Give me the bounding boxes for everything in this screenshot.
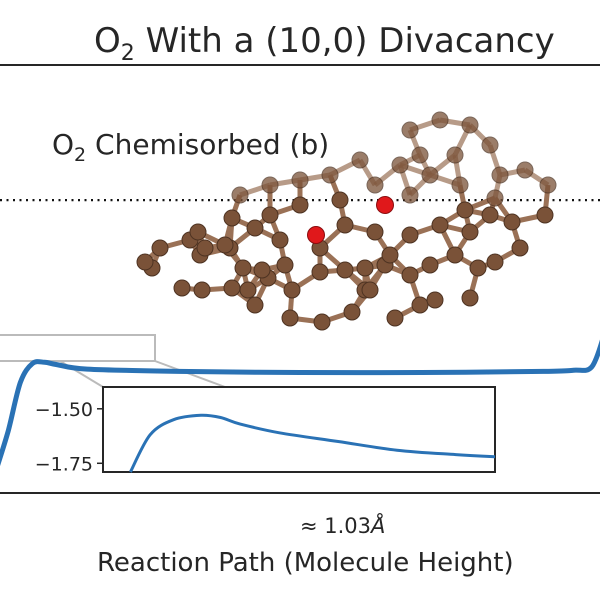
carbon-atom	[431, 111, 449, 129]
carbon-atom	[366, 223, 384, 241]
carbon-atom	[331, 191, 349, 209]
carbon-atom	[321, 166, 339, 184]
carbon-atom	[511, 239, 529, 257]
carbon-atom	[261, 206, 279, 224]
carbon-atom	[539, 176, 557, 194]
carbon-atom	[469, 259, 487, 277]
carbon-atom	[311, 263, 329, 281]
carbon-atom	[426, 291, 444, 309]
carbon-atom	[189, 223, 207, 241]
carbon-atom	[381, 246, 399, 264]
x-axis-label: Reaction Path (Molecule Height)	[97, 548, 514, 578]
carbon-atom	[151, 239, 169, 257]
carbon-atom	[193, 281, 211, 299]
carbon-atom	[446, 146, 464, 164]
carbon-atom	[401, 121, 419, 139]
carbon-atom	[276, 256, 294, 274]
carbon-atom	[291, 171, 309, 189]
carbon-atom	[261, 176, 279, 194]
oxygen-atom	[376, 196, 394, 214]
inset-y-ticks: −1.50 −1.75	[35, 399, 103, 475]
carbon-atom	[361, 281, 379, 299]
carbon-atom	[336, 216, 354, 234]
carbon-atom	[313, 313, 331, 331]
carbon-atom	[234, 259, 252, 277]
carbon-atom	[386, 309, 404, 327]
carbon-atom	[351, 151, 369, 169]
carbon-atom	[343, 303, 361, 321]
inset-frame	[102, 386, 496, 473]
carbon-atom	[516, 161, 534, 179]
carbon-atom	[486, 253, 504, 271]
carbon-atom	[536, 206, 554, 224]
carbon-atom	[401, 226, 419, 244]
chemisorbed-annotation: O2 Chemisorbed (b)	[52, 128, 329, 166]
carbon-atom	[486, 189, 504, 207]
carbon-atom	[451, 176, 469, 194]
carbon-atom	[481, 206, 499, 224]
carbon-atom	[271, 231, 289, 249]
carbon-atom	[503, 213, 521, 231]
carbon-atom	[239, 281, 257, 299]
carbon-atom	[253, 261, 271, 279]
carbon-atom	[456, 201, 474, 219]
carbon-atom	[196, 239, 214, 257]
carbon-atom	[491, 166, 509, 184]
carbon-atom	[461, 116, 479, 134]
carbon-atom	[401, 186, 419, 204]
carbon-atom	[391, 156, 409, 174]
carbon-atom	[446, 246, 464, 264]
carbon-atom	[246, 296, 264, 314]
carbon-atom	[173, 279, 191, 297]
graphene-molecule-illustration	[136, 111, 557, 331]
carbon-atom	[411, 146, 429, 164]
carbon-atom	[481, 136, 499, 154]
carbon-atom	[421, 166, 439, 184]
carbon-atom	[291, 196, 309, 214]
x-tick-label: ≈ 1.03Å	[300, 512, 385, 538]
carbon-atom	[401, 266, 419, 284]
carbon-atom	[356, 259, 374, 277]
carbon-atom	[136, 253, 154, 271]
carbon-atom	[411, 296, 429, 314]
carbon-atom	[366, 176, 384, 194]
carbon-atom	[223, 279, 241, 297]
inset-y-tick-label: −1.50	[35, 399, 93, 421]
chart-title: O2 With a (10,0) Divacancy	[94, 21, 555, 66]
carbon-atom	[431, 216, 449, 234]
oxygen-atom	[307, 226, 325, 244]
carbon-atom	[223, 209, 241, 227]
inset-energy-curve	[129, 413, 496, 473]
inset-y-tick-label: −1.75	[35, 453, 93, 475]
energy-curve	[0, 339, 600, 467]
carbon-atom	[283, 281, 301, 299]
carbon-atom	[421, 256, 439, 274]
carbon-atom	[461, 289, 479, 307]
carbon-atom	[231, 186, 249, 204]
carbon-atom	[216, 236, 234, 254]
zoom-region-box	[0, 334, 156, 362]
carbon-atom	[461, 223, 479, 241]
carbon-atom	[246, 219, 264, 237]
carbon-atom	[281, 309, 299, 327]
carbon-atom	[336, 261, 354, 279]
